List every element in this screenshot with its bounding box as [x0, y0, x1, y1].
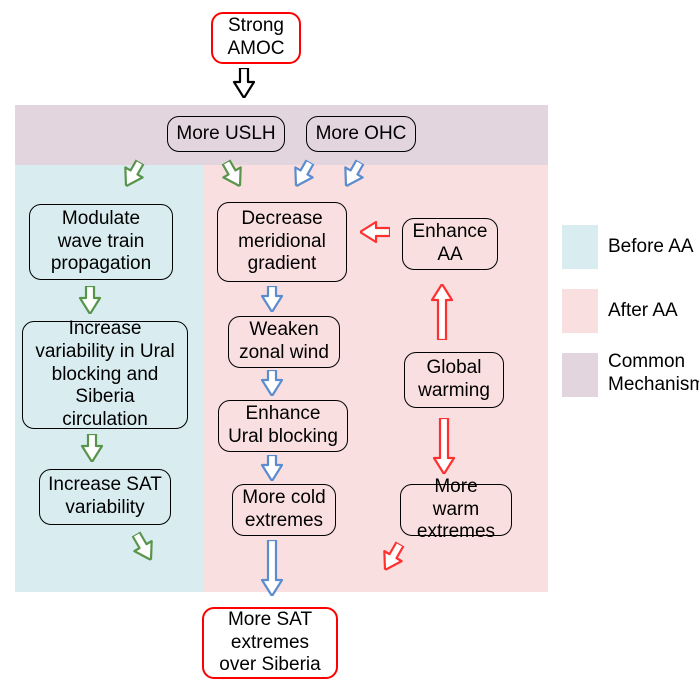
node-more-warm: More warm extremes — [400, 484, 512, 536]
flowchart-canvas: Before AA After AA Common Mechanism Strong … — [0, 0, 699, 700]
legend-label: Common Mechanism — [608, 351, 698, 397]
node-enhance-aa: Enhance AA — [402, 218, 498, 270]
node-more-uslh: More USLH — [167, 116, 285, 152]
node-decrease-grad: Decrease meridional gradient — [217, 202, 347, 282]
node-weaken-zonal: Weaken zonal wind — [228, 316, 340, 368]
node-more-cold: More cold extremes — [232, 484, 336, 536]
node-modulate: Modulate wave train propagation — [29, 204, 173, 280]
legend-label: After AA — [608, 300, 678, 322]
legend-label: Before AA — [608, 236, 694, 258]
legend-swatch-common — [562, 353, 598, 397]
node-strong-amoc: Strong AMOC — [211, 12, 301, 64]
node-increase-sat: Increase SAT variability — [39, 469, 171, 525]
legend-swatch-before — [562, 225, 598, 269]
node-increase-var: Increase variability in Ural blocking an… — [22, 321, 188, 429]
node-more-ohc: More OHC — [306, 116, 416, 152]
legend-swatch-after — [562, 289, 598, 333]
node-enhance-ural: Enhance Ural blocking — [218, 400, 348, 452]
node-more-sat: More SAT extremes over Siberia — [202, 607, 338, 679]
node-global-warming: Global warming — [404, 352, 504, 408]
arrow-white-0 — [228, 68, 260, 98]
